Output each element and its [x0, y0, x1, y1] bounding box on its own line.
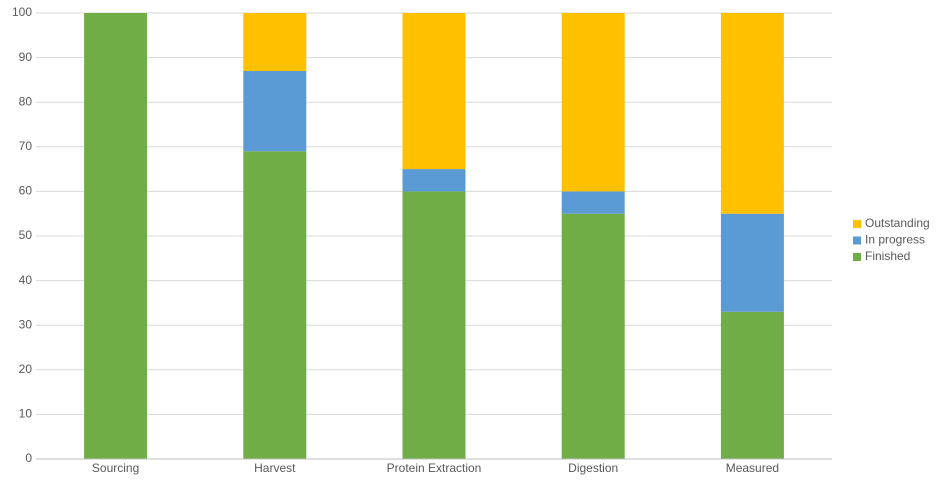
legend-label: Outstanding	[865, 216, 930, 230]
bar-segment	[243, 70, 307, 152]
legend-swatch	[853, 253, 861, 261]
y-tick-label: 90	[19, 50, 33, 64]
bar-segment	[561, 213, 625, 459]
bar-segment	[561, 191, 625, 214]
y-tick-label: 10	[19, 407, 33, 421]
legend-label: Finished	[865, 249, 910, 263]
y-tick-label: 30	[19, 317, 33, 331]
x-tick-label: Measured	[726, 461, 779, 475]
y-tick-label: 50	[19, 228, 33, 242]
bar-segment	[720, 311, 784, 459]
bar-segment	[402, 13, 466, 170]
y-tick-label: 70	[19, 139, 33, 153]
x-tick-label: Protein Extraction	[387, 461, 482, 475]
y-tick-label: 20	[19, 362, 33, 376]
x-tick-label: Sourcing	[92, 461, 139, 475]
y-tick-label: 60	[19, 184, 33, 198]
bar-segment	[402, 191, 466, 459]
y-tick-label: 100	[12, 5, 32, 19]
bar-segment	[561, 13, 625, 192]
bar-segment	[84, 13, 148, 459]
bar-segment	[243, 13, 307, 71]
x-tick-label: Digestion	[568, 461, 618, 475]
legend-swatch	[853, 220, 861, 228]
x-tick-label: Harvest	[254, 461, 296, 475]
bar-segment	[720, 213, 784, 312]
y-tick-label: 40	[19, 273, 33, 287]
y-tick-label: 80	[19, 94, 33, 108]
bar-segment	[720, 13, 784, 214]
y-tick-label: 0	[25, 451, 32, 465]
bar-segment	[402, 169, 466, 192]
bar-segment	[243, 151, 307, 459]
legend-label: In progress	[865, 233, 925, 247]
legend-swatch	[853, 236, 861, 245]
